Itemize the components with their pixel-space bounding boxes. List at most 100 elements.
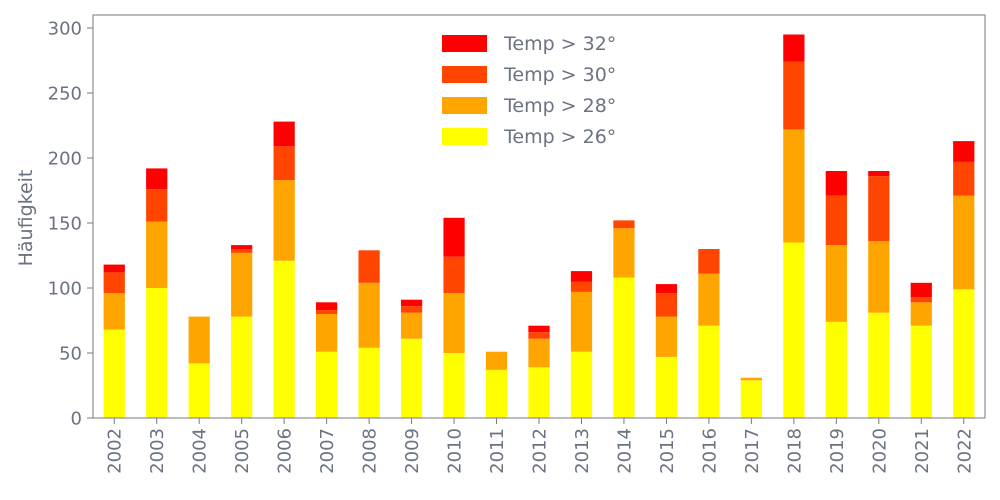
bar-2010-series-2 (443, 256, 465, 294)
bar-2021-series-3 (910, 282, 932, 298)
x-tick-label-2016: 2016 (699, 428, 720, 474)
y-axis-title: Häufigkeit (15, 170, 37, 267)
legend-swatch-3 (442, 35, 487, 52)
bar-2016-series-1 (698, 273, 720, 326)
legend-label-3: Temp > 32° (503, 33, 616, 55)
x-tick-label-2004: 2004 (190, 428, 211, 474)
bar-2009-series-3 (400, 299, 423, 307)
bar-2022-series-3 (953, 141, 975, 162)
x-tick-label-2010: 2010 (445, 428, 466, 474)
bar-2008-series-2 (358, 250, 380, 283)
bar-2004-series-0 (188, 363, 210, 418)
bar-2019-series-0 (825, 321, 847, 418)
bar-2015-series-0 (655, 356, 678, 418)
y-tick-label-300: 300 (48, 19, 82, 40)
bar-2005-series-3 (231, 245, 253, 249)
x-tick-label-2017: 2017 (742, 428, 763, 474)
bar-2005-series-2 (231, 249, 253, 253)
bar-2006-series-0 (273, 260, 295, 418)
bar-2008-series-0 (358, 347, 380, 418)
legend-label-0: Temp > 26° (503, 126, 616, 148)
bars-layer (103, 34, 975, 418)
bar-2013-series-1 (570, 291, 593, 352)
x-tick-label-2003: 2003 (147, 428, 168, 474)
bar-2018-series-3 (783, 34, 805, 62)
bar-2002-series-2 (103, 272, 125, 294)
y-tick-label-150: 150 (48, 214, 82, 235)
bar-2018-series-1 (783, 129, 805, 243)
bar-2010-series-1 (443, 293, 465, 353)
legend-swatch-2 (442, 66, 487, 83)
bar-2011-series-0 (485, 369, 508, 418)
bar-2010-series-0 (443, 353, 465, 418)
x-tick-label-2020: 2020 (869, 428, 890, 474)
bar-2002-series-0 (103, 329, 125, 418)
bar-2022-series-1 (953, 195, 975, 290)
bar-2022-series-2 (953, 161, 975, 196)
x-axis: 2002 2003 2004 2005 2006 2007 2008 2009 2010 2011… (105, 418, 975, 474)
bar-2010-series-3 (443, 217, 465, 257)
y-tick-label-0: 0 (71, 409, 82, 430)
bar-2012-series-0 (528, 367, 550, 418)
bar-2022-series-0 (953, 289, 975, 418)
bar-2014-series-2 (613, 220, 635, 229)
bar-2019-series-1 (825, 245, 847, 322)
x-tick-label-2002: 2002 (105, 428, 126, 474)
bar-2002-series-1 (103, 293, 125, 330)
x-tick-label-2022: 2022 (954, 428, 975, 474)
bar-2019-series-2 (825, 195, 847, 246)
bar-2015-series-2 (655, 293, 678, 317)
bar-2002-series-3 (103, 264, 125, 273)
bar-2020-series-3 (868, 171, 890, 177)
x-tick-label-2007: 2007 (317, 428, 338, 474)
bar-2009-series-0 (400, 338, 423, 418)
bar-2021-series-1 (910, 302, 932, 326)
bar-2007-series-3 (316, 302, 338, 311)
bar-2020-series-2 (868, 176, 890, 242)
x-tick-label-2013: 2013 (572, 428, 593, 474)
x-tick-label-2014: 2014 (614, 428, 635, 474)
x-tick-label-2015: 2015 (657, 428, 678, 474)
bar-2013-series-2 (570, 281, 593, 292)
bar-2018-series-0 (783, 242, 805, 418)
y-tick-label-200: 200 (48, 149, 82, 170)
bar-2003-series-2 (146, 189, 168, 222)
bar-2008-series-1 (358, 282, 380, 348)
bar-2005-series-0 (231, 316, 253, 418)
y-axis: 0 50 100 150 200 250 300 (48, 19, 93, 430)
bar-2011-series-1 (485, 351, 508, 370)
x-tick-label-2009: 2009 (402, 428, 423, 474)
bar-2006-series-3 (273, 121, 295, 147)
bar-2004-series-1 (188, 316, 210, 364)
x-tick-label-2012: 2012 (530, 428, 551, 474)
bar-2016-series-2 (698, 249, 720, 274)
bar-2015-series-3 (655, 284, 678, 294)
legend-swatch-0 (442, 128, 487, 145)
legend-swatch-1 (442, 97, 487, 114)
bar-2018-series-2 (783, 61, 805, 130)
bar-2003-series-0 (146, 288, 168, 418)
bar-2009-series-1 (400, 312, 423, 339)
x-tick-label-2019: 2019 (827, 428, 848, 474)
x-tick-label-2018: 2018 (784, 428, 805, 474)
x-tick-label-2011: 2011 (487, 428, 508, 474)
bar-2012-series-2 (528, 332, 550, 339)
bar-2017-series-0 (740, 380, 762, 418)
y-tick-label-250: 250 (48, 84, 82, 105)
bar-2007-series-1 (316, 314, 338, 352)
y-tick-label-100: 100 (48, 279, 82, 300)
bar-2017-series-1 (740, 377, 762, 381)
x-tick-label-2021: 2021 (912, 428, 933, 474)
bar-2015-series-1 (655, 316, 678, 357)
bar-2013-series-0 (570, 351, 593, 418)
bar-2006-series-2 (273, 146, 295, 181)
bar-2019-series-3 (825, 171, 847, 196)
bar-2021-series-2 (910, 297, 932, 303)
bar-2021-series-0 (910, 325, 932, 418)
bar-2005-series-1 (231, 252, 253, 317)
legend-label-2: Temp > 30° (503, 64, 616, 86)
x-tick-label-2005: 2005 (232, 428, 253, 474)
bar-2012-series-3 (528, 325, 550, 333)
x-tick-label-2006: 2006 (275, 428, 296, 474)
bar-2009-series-2 (400, 306, 423, 313)
